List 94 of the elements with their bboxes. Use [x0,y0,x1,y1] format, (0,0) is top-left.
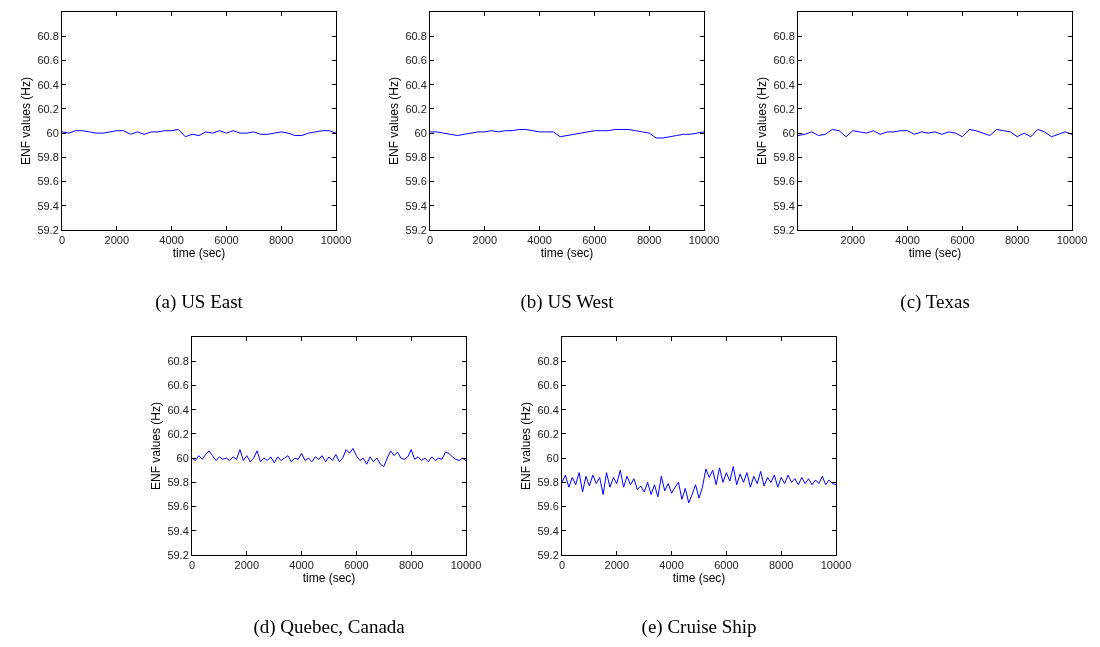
y-axis-title: ENF values (Hz) [518,401,533,491]
y-tick-label: 59.4 [37,199,59,212]
text: (a) US East [155,291,244,314]
x-tick-label: 4000 [895,234,920,247]
y-tick-label: 59.8 [405,151,427,164]
x-tick-label: 2000 [104,234,130,247]
x-tick-label: 4000 [527,234,552,247]
y-tick-label: 60 [414,126,427,139]
text: (e) Cruise Ship [641,616,757,639]
y-tick-label: 60.2 [167,427,189,440]
y-tick-label: 60.4 [773,78,795,91]
y-tick-label: 60.4 [537,403,559,416]
line-series [430,128,704,139]
line-series [192,447,466,468]
y-tick-label: 60.6 [167,379,189,392]
x-tick-label: 2000 [472,234,498,247]
x-tick-label: 10000 [688,234,720,247]
y-tick-label: 60.4 [405,78,427,91]
x-axis-title: time (sec) [172,246,226,261]
text: (d) Quebec, Canada [253,616,406,639]
y-tick-label: 59.2 [167,548,189,561]
x-axis-title: time (sec) [908,246,962,261]
x-tick-label: 8000 [1004,234,1030,247]
x-tick-label: 0 [188,559,196,572]
x-tick-label: 4000 [659,559,684,572]
y-tick-label: 60.6 [405,54,427,67]
x-axis-title: time (sec) [540,246,594,261]
line-series [562,466,836,504]
x-tick-label: 6000 [714,559,739,572]
y-tick-label: 60.8 [37,30,59,43]
y-tick-label: 59.6 [405,175,427,188]
x-tick-label: 8000 [768,559,794,572]
y-tick-label: 59.2 [405,223,427,236]
text: (c) Texas [900,291,970,314]
y-tick-label: 60.8 [773,30,795,43]
y-tick-label: 59.8 [773,151,795,164]
y-tick-label: 59.2 [537,548,559,561]
x-tick-label: 0 [426,234,434,247]
y-tick-label: 60.4 [37,78,59,91]
y-tick-label: 60.6 [773,54,795,67]
line-series [798,128,1072,138]
y-tick-label: 59.6 [167,500,189,513]
y-tick-label: 60.2 [773,102,795,115]
x-tick-label: 8000 [268,234,294,247]
y-tick-label: 60.2 [537,427,559,440]
x-tick-label: 0 [558,559,566,572]
x-tick-label: 10000 [1056,234,1088,247]
x-tick-label: 8000 [636,234,662,247]
x-tick-label: 2000 [234,559,260,572]
y-tick-label: 60.8 [405,30,427,43]
text: (b) US West [520,291,615,314]
x-tick-label: 4000 [289,559,314,572]
y-axis-title: ENF values (Hz) [148,401,163,491]
y-tick-label: 60.4 [167,403,189,416]
y-tick-label: 59.2 [773,223,795,236]
y-tick-label: 59.2 [37,223,59,236]
y-tick-label: 60.8 [537,355,559,368]
y-tick-label: 59.4 [167,524,189,537]
y-tick-label: 59.4 [773,199,795,212]
y-axis-title: ENF values (Hz) [754,76,769,166]
y-tick-label: 60.2 [37,102,59,115]
y-tick-label: 59.8 [167,476,189,489]
y-tick-label: 59.8 [37,151,59,164]
y-axis-title: ENF values (Hz) [386,76,401,166]
y-tick-label: 60 [46,126,59,139]
y-tick-label: 59.8 [537,476,559,489]
y-tick-label: 60 [782,126,795,139]
y-tick-label: 60.2 [405,102,427,115]
y-tick-label: 60.6 [37,54,59,67]
x-tick-label: 2000 [840,234,866,247]
x-tick-label: 6000 [344,559,369,572]
line-series [62,128,336,138]
x-tick-label: 0 [58,234,66,247]
x-tick-label: 10000 [450,559,482,572]
x-tick-label: 6000 [950,234,975,247]
x-tick-label: 2000 [604,559,630,572]
y-tick-label: 60.8 [167,355,189,368]
x-tick-label: 6000 [582,234,607,247]
y-tick-label: 59.6 [537,500,559,513]
y-tick-label: 59.6 [37,175,59,188]
x-tick-label: 10000 [320,234,352,247]
x-tick-label: 4000 [159,234,184,247]
x-tick-label: 10000 [820,559,852,572]
y-tick-label: 59.4 [537,524,559,537]
x-axis-title: time (sec) [302,571,356,586]
y-tick-label: 59.4 [405,199,427,212]
y-tick-label: 60 [546,451,559,464]
x-axis-title: time (sec) [672,571,726,586]
y-tick-label: 59.6 [773,175,795,188]
x-tick-label: 6000 [214,234,239,247]
y-tick-label: 60.6 [537,379,559,392]
x-tick-label: 8000 [398,559,424,572]
y-tick-label: 60 [176,451,189,464]
y-axis-title: ENF values (Hz) [18,76,33,166]
